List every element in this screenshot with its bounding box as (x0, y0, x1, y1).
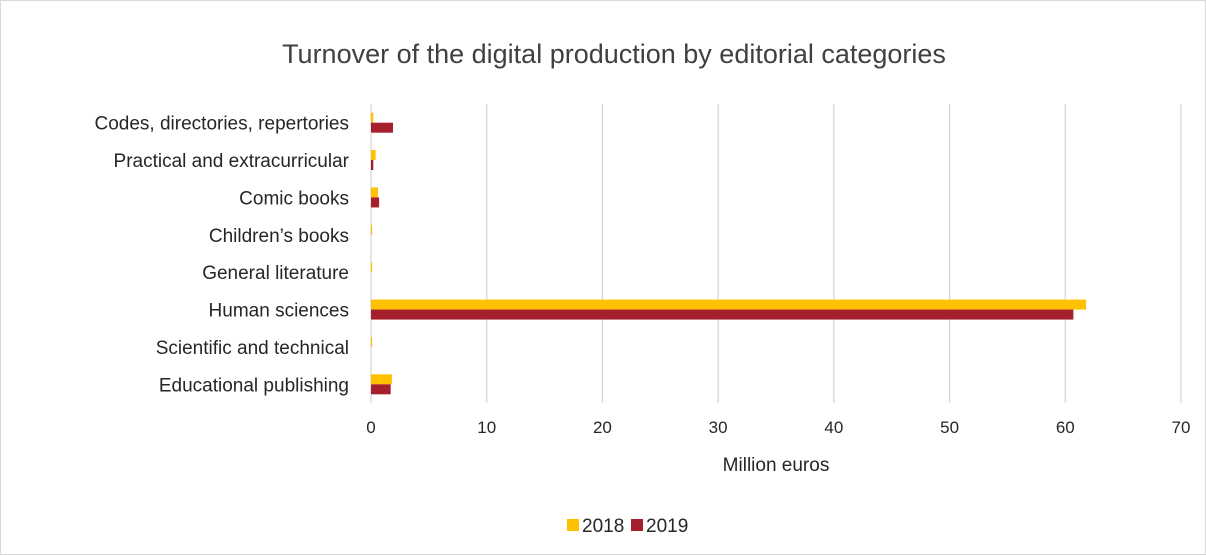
bars (371, 112, 1087, 395)
category-label: Comic books (239, 188, 349, 209)
legend-label-2018: 2018 (582, 516, 624, 537)
bar-2018 (371, 150, 376, 161)
x-tick-label: 40 (824, 418, 843, 437)
bar-2019 (371, 160, 374, 171)
category-label: Scientific and technical (156, 338, 349, 359)
x-tick-labels: 0 10 20 30 40 50 60 70 (366, 418, 1190, 437)
legend: 2018 2019 (567, 516, 688, 537)
bar-2019 (371, 384, 391, 395)
category-label: Children’s books (209, 226, 349, 247)
category-label: Educational publishing (159, 375, 349, 396)
gridlines (370, 104, 1182, 403)
bar-2018 (371, 336, 373, 347)
bar-2019 (371, 122, 393, 133)
x-axis-label: Million euros (723, 455, 830, 476)
x-tick-label: 30 (709, 418, 728, 437)
bar-2019 (371, 197, 380, 208)
x-tick-label: 20 (593, 418, 612, 437)
legend-swatch-2019 (631, 519, 643, 531)
bar-2018 (371, 224, 373, 235)
category-label: Human sciences (209, 301, 349, 322)
x-tick-label: 70 (1172, 418, 1191, 437)
legend-label-2019: 2019 (646, 516, 688, 537)
bar-2019 (371, 309, 1074, 320)
x-tick-label: 50 (940, 418, 959, 437)
chart-title: Turnover of the digital production by ed… (282, 39, 946, 69)
bar-2018 (371, 187, 378, 198)
bar-2018 (371, 299, 1087, 310)
bar-2018 (371, 112, 374, 123)
x-tick-label: 60 (1056, 418, 1075, 437)
legend-swatch-2018 (567, 519, 579, 531)
bar-2018 (371, 262, 373, 273)
bar-2018 (371, 374, 392, 385)
x-tick-label: 10 (477, 418, 496, 437)
category-label: Practical and extracurricular (114, 151, 350, 172)
category-label: Codes, directories, repertories (95, 114, 350, 135)
category-label: General literature (202, 263, 349, 284)
x-tick-label: 0 (366, 418, 375, 437)
category-labels: Codes, directories, repertories Practical… (95, 114, 350, 397)
